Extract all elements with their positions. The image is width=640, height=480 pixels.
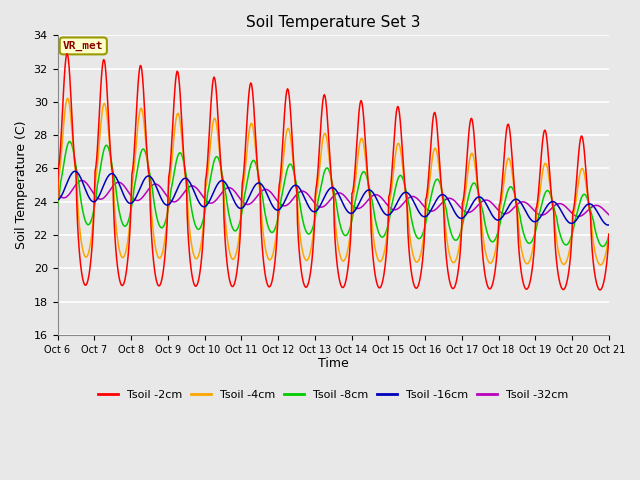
Text: VR_met: VR_met [63, 41, 104, 51]
Legend: Tsoil -2cm, Tsoil -4cm, Tsoil -8cm, Tsoil -16cm, Tsoil -32cm: Tsoil -2cm, Tsoil -4cm, Tsoil -8cm, Tsoi… [93, 385, 573, 404]
Title: Soil Temperature Set 3: Soil Temperature Set 3 [246, 15, 420, 30]
X-axis label: Time: Time [318, 358, 349, 371]
Y-axis label: Soil Temperature (C): Soil Temperature (C) [15, 121, 28, 250]
